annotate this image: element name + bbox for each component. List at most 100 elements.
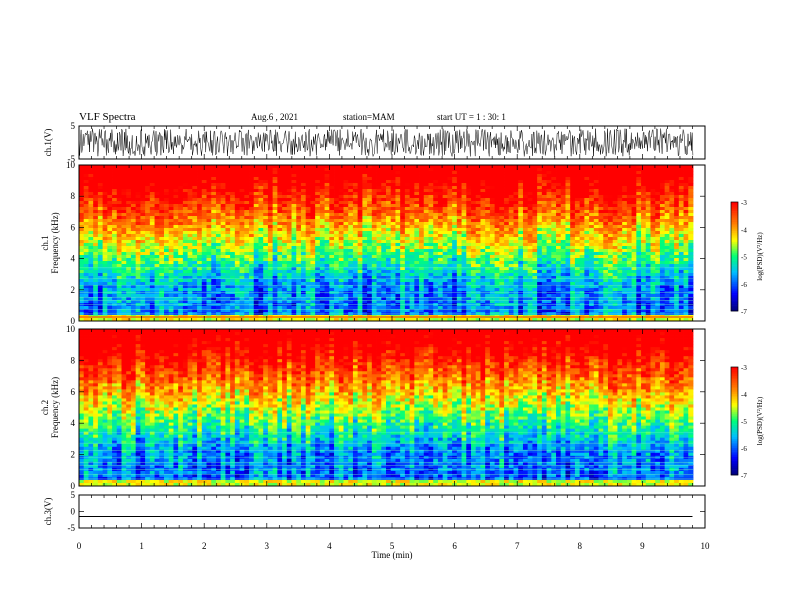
spectrogram-cell	[508, 207, 514, 211]
spectrogram-cell	[130, 249, 137, 253]
spectrogram-cell	[244, 216, 250, 220]
spectrogram-cell	[310, 201, 316, 205]
spectrogram-cell	[409, 318, 415, 322]
spectrogram-cell	[140, 207, 146, 211]
spectrogram-cell	[135, 258, 141, 262]
spectrogram-cell	[310, 243, 316, 247]
spectrogram-cell	[367, 273, 373, 277]
spectrogram-cell	[220, 186, 226, 190]
spectrogram-cell	[173, 189, 179, 193]
spectrogram-cell	[107, 189, 113, 193]
spectrogram-cell	[452, 306, 458, 310]
spectrogram-cell	[395, 273, 401, 277]
spectrogram-cell	[282, 294, 288, 298]
spectrogram-cell	[93, 282, 99, 286]
spectrogram-cell	[107, 309, 113, 313]
spectrogram-cell	[315, 264, 321, 268]
spectrogram-cell	[485, 240, 491, 244]
spectrogram-cell	[83, 171, 89, 175]
spectrogram-cell	[107, 255, 113, 259]
spectrogram-cell	[494, 198, 500, 202]
spectrogram-cell	[102, 168, 108, 172]
spectrogram-cell	[485, 252, 491, 256]
spectrogram-cell	[234, 204, 240, 208]
spectrogram-cell	[258, 273, 264, 277]
spectrogram-cell	[173, 237, 179, 241]
spectrogram-cell	[168, 276, 174, 280]
spectrogram-cell	[423, 189, 429, 193]
spectrogram-cell	[367, 219, 373, 223]
spectrogram-cell	[178, 252, 184, 256]
spectrogram-cell	[329, 246, 335, 250]
spectrogram-cell	[173, 300, 179, 304]
spectrogram-cell	[282, 255, 288, 259]
spectrogram-cell	[97, 177, 104, 181]
spectrogram-cell	[400, 294, 406, 298]
spectrogram-cell	[149, 204, 155, 208]
spectrogram-cell	[102, 183, 108, 187]
spectrogram-cell	[485, 204, 491, 208]
spectrogram-cell	[272, 306, 278, 310]
spectrogram-cell	[409, 204, 415, 208]
spectrogram-cell	[315, 237, 321, 241]
spectrogram-cell	[178, 174, 184, 178]
spectrogram-cell	[192, 222, 198, 226]
spectrogram-cell	[471, 213, 477, 217]
spectrogram-cell	[315, 177, 321, 181]
spectrogram-cell	[522, 285, 529, 289]
spectrogram-cell	[319, 180, 325, 184]
spectrogram-cell	[249, 276, 255, 280]
spectrogram-cell	[126, 225, 132, 229]
spectrogram-cell	[300, 213, 307, 217]
spectrogram-cell	[211, 240, 217, 244]
spectrogram-cell	[253, 252, 259, 256]
spectrogram-cell	[244, 288, 250, 292]
spectrogram-cell	[315, 318, 321, 322]
spectrogram-cell	[428, 279, 434, 283]
spectrogram-cell	[145, 198, 151, 202]
spectrogram-cell	[428, 318, 434, 322]
spectrogram-cell	[352, 210, 359, 214]
spectrogram-cell	[107, 276, 113, 280]
spectrogram-cell	[334, 249, 340, 253]
spectrogram-cell	[201, 210, 207, 214]
spectrogram-cell	[130, 294, 137, 298]
spectrogram-cell	[371, 165, 377, 169]
spectrogram-cell	[348, 297, 354, 301]
spectrogram-cell	[334, 201, 340, 205]
spectrogram-cell	[319, 282, 325, 286]
spectrogram-cell	[409, 195, 415, 199]
spectrogram-cell	[121, 183, 127, 187]
spectrogram-cell	[88, 276, 94, 280]
spectrogram-cell	[376, 237, 382, 241]
spectrogram-cell	[437, 240, 444, 244]
spectrogram-cell	[168, 285, 174, 289]
spectrogram-cell	[173, 216, 179, 220]
spectrogram-cell	[107, 273, 113, 277]
spectrogram-cell	[532, 171, 538, 175]
spectrogram-cell	[182, 219, 189, 223]
spectrogram-cell	[357, 189, 363, 193]
spectrogram-cell	[253, 210, 259, 214]
spectrogram-cell	[220, 213, 226, 217]
spectrogram-cell	[305, 216, 311, 220]
spectrogram-cell	[461, 177, 467, 181]
spectrogram-cell	[116, 309, 122, 313]
spectrogram-cell	[338, 216, 344, 220]
spectrogram-cell	[329, 300, 335, 304]
spectrogram-cell	[319, 207, 325, 211]
spectrogram-cell	[286, 219, 292, 223]
spectrogram-cell	[83, 222, 89, 226]
spectrogram-cell	[83, 237, 89, 241]
spectrogram-cell	[234, 240, 240, 244]
spectrogram-cell	[489, 216, 496, 220]
spectrogram-cell	[522, 306, 529, 310]
spectrogram-cell	[230, 186, 236, 190]
spectrogram-cell	[475, 270, 481, 274]
spectrogram-cell	[329, 192, 335, 196]
spectrogram-cell	[168, 282, 174, 286]
spectrogram-cell	[324, 222, 330, 226]
spectrogram-cell	[508, 180, 514, 184]
spectrogram-cell	[423, 285, 429, 289]
spectrogram-cell	[263, 189, 269, 193]
